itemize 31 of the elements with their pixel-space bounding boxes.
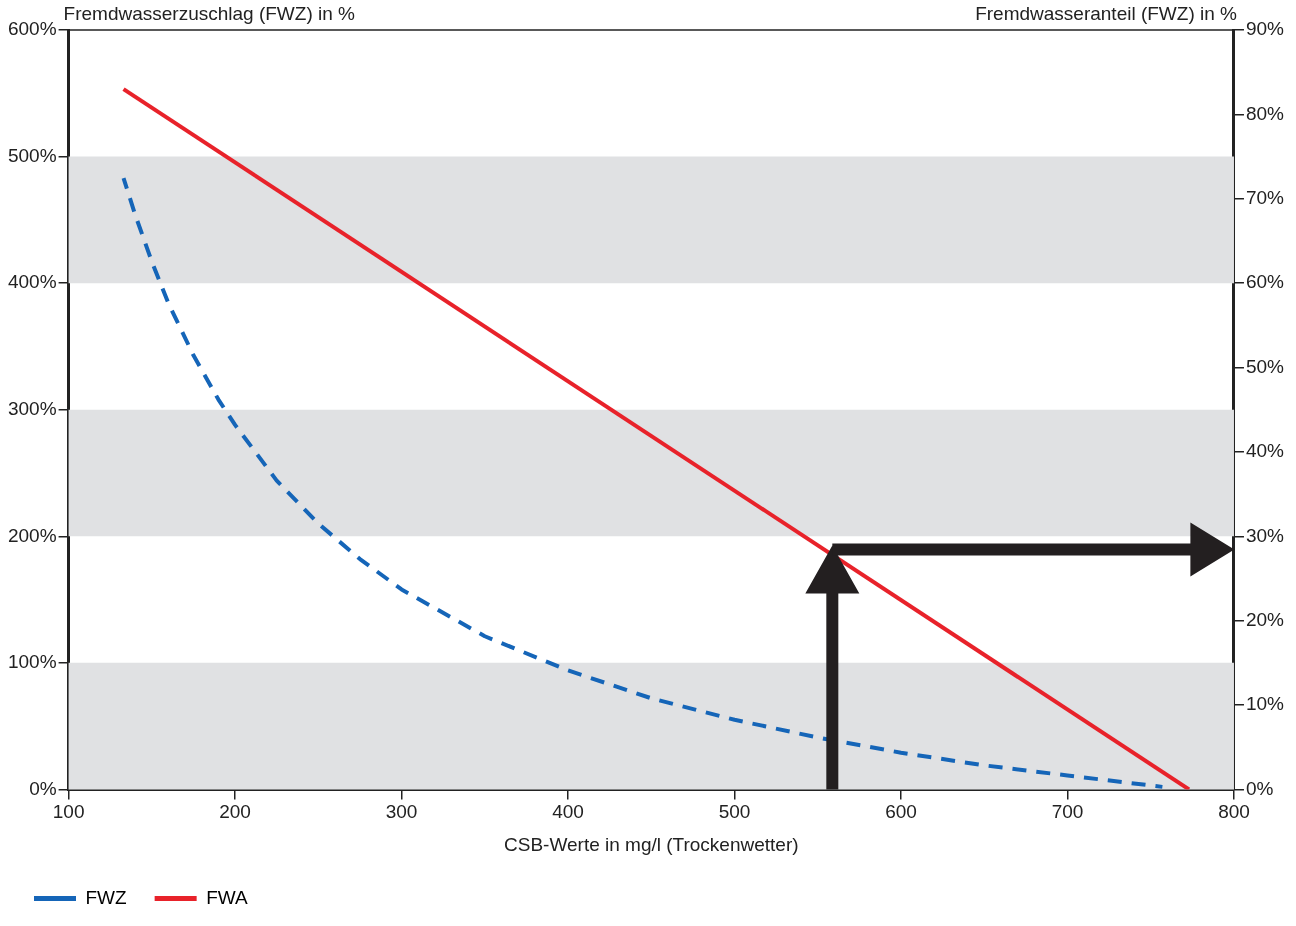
y-axis-title: Fremdwasserzuschlag (FWZ) in % [63, 2, 356, 24]
legend-label: FWA [206, 886, 248, 908]
y-tick-label: 500% [7, 144, 57, 166]
y2-tick-label: 50% [1245, 355, 1285, 377]
y-tick-label: 400% [7, 271, 57, 293]
y2-tick-label: 60% [1245, 271, 1285, 293]
y2-tick-label: 30% [1245, 524, 1285, 546]
y-tick-label: 600% [7, 18, 57, 40]
x-tick-label: 700 [1051, 801, 1084, 823]
line-series [121, 176, 1165, 789]
x-tick-label: 800 [1218, 801, 1250, 823]
y-tick-label: 0% [29, 777, 57, 799]
y2-tick-label: 80% [1245, 102, 1285, 124]
x-tick-label: 600 [885, 801, 917, 823]
y-tick-label: 300% [7, 397, 57, 419]
y2-tick-label: 90% [1245, 18, 1285, 40]
y2-tick-label: 10% [1245, 693, 1285, 715]
x-tick-label: 500 [718, 801, 751, 823]
legend-label: FWZ [85, 886, 128, 908]
y-tick-label: 200% [7, 524, 57, 546]
y2-tick-label: 0% [1245, 777, 1274, 799]
x-axis-title: CSB-Werte in mg/l (Trockenwetter) [503, 833, 799, 855]
x-tick-label: 200 [219, 801, 251, 823]
x-tick-label: 100 [52, 801, 85, 823]
y2-tick-label: 20% [1245, 608, 1285, 630]
y2-tick-label: 70% [1245, 186, 1285, 208]
x-tick-label: 300 [385, 801, 418, 823]
y2-axis-title: Fremdwasseranteil (FWZ) in % [975, 2, 1238, 24]
x-tick-label: 400 [552, 801, 584, 823]
y2-tick-label: 40% [1245, 440, 1285, 462]
y-tick-label: 100% [7, 651, 57, 673]
